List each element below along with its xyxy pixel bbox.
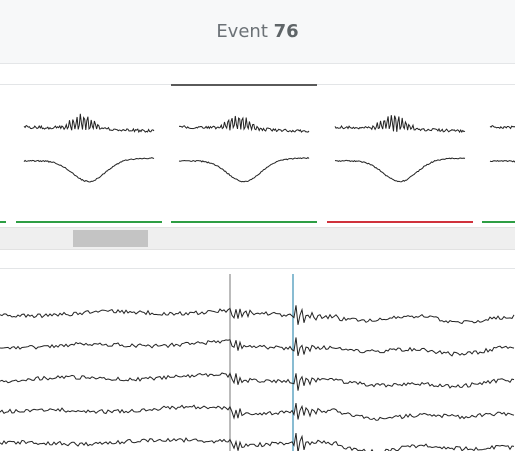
waveform-trace <box>0 403 514 420</box>
event-header: Event 76 <box>0 0 515 64</box>
waveform-trace <box>0 373 514 391</box>
thumbnail-1[interactable] <box>16 85 162 227</box>
horizontal-scrollbar[interactable] <box>0 227 515 250</box>
waveform-trace <box>0 337 514 356</box>
thumbnail-0[interactable] <box>0 85 6 227</box>
thumbnail-status-line <box>482 221 515 223</box>
waveform-traces[interactable] <box>0 270 515 451</box>
thumbnail-3[interactable] <box>327 85 473 227</box>
thumbnail-4[interactable] <box>482 85 515 227</box>
waveform-trace <box>0 433 514 451</box>
event-label: Event <box>216 21 268 42</box>
thumbnail-strip <box>0 85 515 227</box>
event-title: Event 76 <box>216 21 298 42</box>
event-number: 76 <box>274 21 299 42</box>
thumbnail-status-line <box>0 221 6 223</box>
thumbnail-2[interactable] <box>171 85 317 227</box>
thumbnail-status-line <box>327 221 473 223</box>
thumbnail-status-line <box>16 221 162 223</box>
divider <box>0 268 515 269</box>
scrollbar-thumb[interactable] <box>73 230 148 247</box>
waveform-trace <box>0 305 514 325</box>
thumbnail-status-line <box>171 221 317 223</box>
waveform-traces-panel[interactable] <box>0 270 515 451</box>
